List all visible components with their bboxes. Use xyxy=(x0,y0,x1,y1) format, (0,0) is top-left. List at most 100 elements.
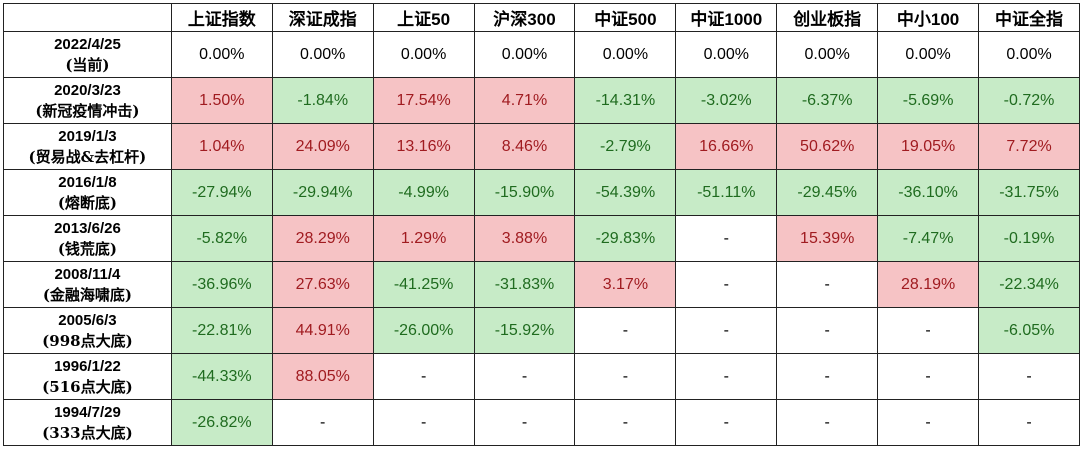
value-cell: - xyxy=(776,261,879,308)
value-cell: - xyxy=(877,353,980,400)
date-cell: 2008/11/4 (金融海啸底) xyxy=(3,261,172,308)
value-cell: 0.00% xyxy=(978,31,1080,78)
table-row: 2013/6/26 (钱荒底) -5.82% 28.29% 1.29% 3.88% -29.… xyxy=(3,215,1080,262)
value-cell: 0.00% xyxy=(271,31,374,78)
value-cell: -29.94% xyxy=(271,169,374,216)
value-cell: -3.02% xyxy=(675,77,778,124)
date-cell: 2013/6/26 (钱荒底) xyxy=(3,215,172,262)
table-row: 1996/1/22 (516点大底) -44.33% 88.05% - - - - - - - xyxy=(3,353,1080,400)
value-cell: - xyxy=(675,399,778,446)
table-row: 2016/1/8 (熔断底) -27.94% -29.94% -4.99% -15.90%… xyxy=(3,169,1080,216)
value-cell: 3.17% xyxy=(574,261,677,308)
value-cell: -5.82% xyxy=(170,215,273,262)
header-index: 中证1000 xyxy=(675,3,778,32)
value-cell: -31.75% xyxy=(978,169,1080,216)
value-cell: -15.92% xyxy=(473,307,576,354)
value-cell: -26.82% xyxy=(170,399,273,446)
event-note: (998点大底) xyxy=(42,331,133,350)
header-index: 沪深300 xyxy=(473,3,576,32)
date-cell: 2022/4/25 (当前) xyxy=(3,31,172,78)
value-cell: - xyxy=(877,399,980,446)
value-cell: - xyxy=(574,353,677,400)
value-cell: 17.54% xyxy=(372,77,475,124)
event-note: (金融海啸底) xyxy=(42,285,133,304)
header-index: 中小100 xyxy=(877,3,980,32)
value-cell: -51.11% xyxy=(675,169,778,216)
header-index: 创业板指 xyxy=(776,3,879,32)
value-cell: - xyxy=(675,353,778,400)
value-cell: 4.71% xyxy=(473,77,576,124)
value-cell: - xyxy=(574,307,677,354)
date-cell: 1996/1/22 (516点大底) xyxy=(3,353,172,400)
value-cell: 13.16% xyxy=(372,123,475,170)
value-cell: 0.00% xyxy=(877,31,980,78)
value-cell: 0.00% xyxy=(170,31,273,78)
value-cell: 0.00% xyxy=(776,31,879,78)
value-cell: -27.94% xyxy=(170,169,273,216)
date-label: 2020/3/23 xyxy=(54,81,121,99)
value-cell: -1.84% xyxy=(271,77,374,124)
value-cell: 28.29% xyxy=(271,215,374,262)
value-cell: -4.99% xyxy=(372,169,475,216)
value-cell: - xyxy=(675,215,778,262)
date-label: 2019/1/3 xyxy=(58,127,117,145)
value-cell: 0.00% xyxy=(675,31,778,78)
date-label: 2016/1/8 xyxy=(58,173,117,191)
date-label: 1994/7/29 xyxy=(54,403,121,421)
event-note: (当前) xyxy=(65,55,110,74)
value-cell: 15.39% xyxy=(776,215,879,262)
value-cell: -22.81% xyxy=(170,307,273,354)
value-cell: - xyxy=(978,353,1080,400)
value-cell: 28.19% xyxy=(877,261,980,308)
value-cell: 8.46% xyxy=(473,123,576,170)
value-cell: 1.29% xyxy=(372,215,475,262)
header-index: 上证50 xyxy=(372,3,475,32)
date-label: 2005/6/3 xyxy=(58,311,117,329)
value-cell: -22.34% xyxy=(978,261,1080,308)
value-cell: 7.72% xyxy=(978,123,1080,170)
value-cell: 1.04% xyxy=(170,123,273,170)
drawdown-table: 上证指数 深证成指 上证50 沪深300 中证500 中证1000 创业板指 中… xyxy=(3,3,1080,446)
date-cell: 2005/6/3 (998点大底) xyxy=(3,307,172,354)
value-cell: 50.62% xyxy=(776,123,879,170)
value-cell: -15.90% xyxy=(473,169,576,216)
value-cell: -31.83% xyxy=(473,261,576,308)
event-note: (新冠疫情冲击) xyxy=(35,101,140,120)
value-cell: 27.63% xyxy=(271,261,374,308)
table-row: 2020/3/23 (新冠疫情冲击) 1.50% -1.84% 17.54% 4.71% -… xyxy=(3,77,1080,124)
value-cell: 0.00% xyxy=(372,31,475,78)
value-cell: 88.05% xyxy=(271,353,374,400)
value-cell: - xyxy=(776,353,879,400)
value-cell: -29.45% xyxy=(776,169,879,216)
value-cell: -6.05% xyxy=(978,307,1080,354)
date-label: 1996/1/22 xyxy=(54,357,121,375)
event-note: (333点大底) xyxy=(42,423,133,442)
value-cell: - xyxy=(776,399,879,446)
value-cell: -54.39% xyxy=(574,169,677,216)
value-cell: -14.31% xyxy=(574,77,677,124)
value-cell: -36.10% xyxy=(877,169,980,216)
value-cell: -26.00% xyxy=(372,307,475,354)
header-corner xyxy=(3,3,172,32)
value-cell: -7.47% xyxy=(877,215,980,262)
date-cell: 2020/3/23 (新冠疫情冲击) xyxy=(3,77,172,124)
header-index: 中证全指 xyxy=(978,3,1080,32)
value-cell: - xyxy=(574,399,677,446)
value-cell: - xyxy=(675,261,778,308)
value-cell: - xyxy=(776,307,879,354)
value-cell: - xyxy=(675,307,778,354)
value-cell: -36.96% xyxy=(170,261,273,308)
value-cell: -41.25% xyxy=(372,261,475,308)
date-cell: 2019/1/3 (贸易战&去杠杆) xyxy=(3,123,172,170)
value-cell: -0.72% xyxy=(978,77,1080,124)
value-cell: 19.05% xyxy=(877,123,980,170)
table-row: 2022/4/25 (当前) 0.00% 0.00% 0.00% 0.00% 0.00% 0.… xyxy=(3,31,1080,78)
table-row: 2019/1/3 (贸易战&去杠杆) 1.04% 24.09% 13.16% 8.46% -… xyxy=(3,123,1080,170)
date-label: 2013/6/26 xyxy=(54,219,121,237)
header-index: 深证成指 xyxy=(271,3,374,32)
value-cell: 0.00% xyxy=(574,31,677,78)
date-cell: 1994/7/29 (333点大底) xyxy=(3,399,172,446)
event-note: (516点大底) xyxy=(42,377,133,396)
value-cell: - xyxy=(978,399,1080,446)
value-cell: 1.50% xyxy=(170,77,273,124)
